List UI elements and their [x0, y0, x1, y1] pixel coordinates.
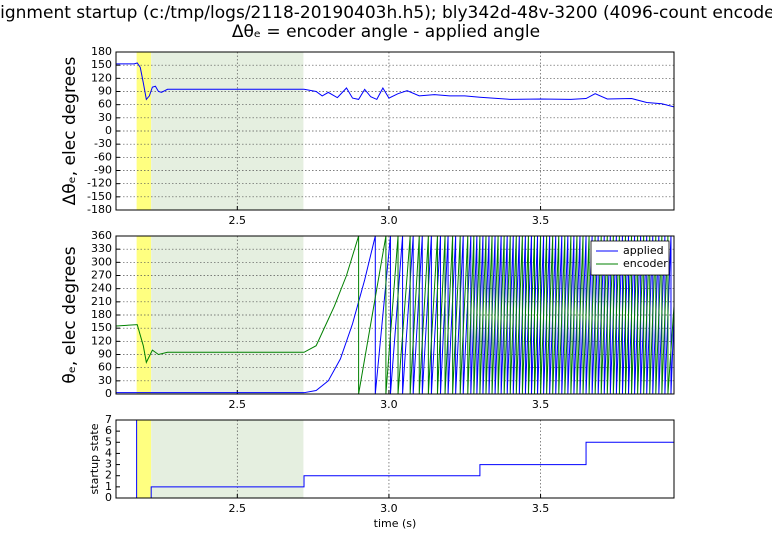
- y-tick-label: 360: [91, 229, 112, 242]
- y-tick-label: 90: [98, 85, 112, 98]
- x-tick-label: 2.5: [229, 502, 247, 515]
- y-tick-label: 150: [91, 321, 112, 334]
- y-tick-label: 180: [91, 308, 112, 321]
- chart-subtitle: Δθₑ = encoder angle - applied angle: [232, 22, 540, 42]
- y-tick-label: -180: [87, 203, 112, 216]
- y-tick-label: 120: [91, 334, 112, 347]
- series-line: [116, 62, 674, 108]
- y-axis-label: startup state: [88, 423, 101, 494]
- y-tick-label: 7: [105, 413, 112, 426]
- y-tick-label: 120: [91, 71, 112, 84]
- x-axis-label: time (s): [374, 517, 417, 530]
- y-tick-label: 30: [98, 111, 112, 124]
- plot-frame: [115, 235, 675, 395]
- y-tick-label: -60: [94, 150, 112, 163]
- shaded-span: [151, 420, 304, 498]
- y-tick-label: 270: [91, 269, 112, 282]
- x-tick-label: 2.5: [229, 398, 247, 411]
- y-tick-label: 90: [98, 348, 112, 361]
- panel: 2.5 3.0 3.5 -180-150-120-90-60-300306090120…: [60, 45, 675, 227]
- y-tick-label: 6: [105, 424, 112, 437]
- y-tick-label: 60: [98, 98, 112, 111]
- y-tick-label: -120: [87, 177, 112, 190]
- y-axis-label: Δθₑ, elec degrees: [60, 56, 80, 205]
- x-tick-label: 3.0: [380, 502, 398, 515]
- legend-label: applied: [623, 244, 664, 257]
- y-tick-label: 2: [105, 469, 112, 482]
- y-tick-label: 0: [105, 387, 112, 400]
- y-tick-label: 1: [105, 480, 112, 493]
- y-tick-label: -30: [94, 137, 112, 150]
- legend-label: encoder: [623, 257, 668, 270]
- plot-frame: [115, 51, 675, 211]
- shaded-span: [136, 420, 152, 498]
- y-tick-label: 0: [105, 124, 112, 137]
- y-tick-label: 5: [105, 435, 112, 448]
- y-axis-label: θₑ, elec degrees: [60, 246, 80, 383]
- x-tick-label: 2.5: [229, 214, 247, 227]
- y-tick-label: 330: [91, 242, 112, 255]
- y-tick-label: -150: [87, 190, 112, 203]
- y-tick-label: 240: [91, 282, 112, 295]
- x-tick-label: 3.5: [532, 398, 550, 411]
- y-tick-label: 300: [91, 255, 112, 268]
- y-tick-label: 0: [105, 491, 112, 504]
- x-tick-label: 3.5: [532, 502, 550, 515]
- y-tick-label: 3: [105, 458, 112, 471]
- y-tick-label: 210: [91, 295, 112, 308]
- x-tick-label: 3.5: [532, 214, 550, 227]
- y-tick-label: -90: [94, 164, 112, 177]
- x-tick-label: 3.0: [380, 214, 398, 227]
- series-line: [116, 236, 674, 394]
- series-line: [116, 420, 674, 498]
- plot-frame: [115, 419, 675, 499]
- legend-box: [590, 240, 670, 276]
- y-tick-label: 4: [105, 446, 112, 459]
- panel: 2.5 3.0 3.5 0306090120150180210240270300330…: [60, 229, 675, 411]
- x-tick-label: 3.0: [380, 398, 398, 411]
- y-tick-label: 30: [98, 374, 112, 387]
- y-tick-label: 180: [91, 45, 112, 58]
- y-tick-label: 150: [91, 58, 112, 71]
- y-tick-label: 60: [98, 361, 112, 374]
- chart-title: Alignment startup (c:/tmp/logs/2118-2019…: [0, 3, 772, 23]
